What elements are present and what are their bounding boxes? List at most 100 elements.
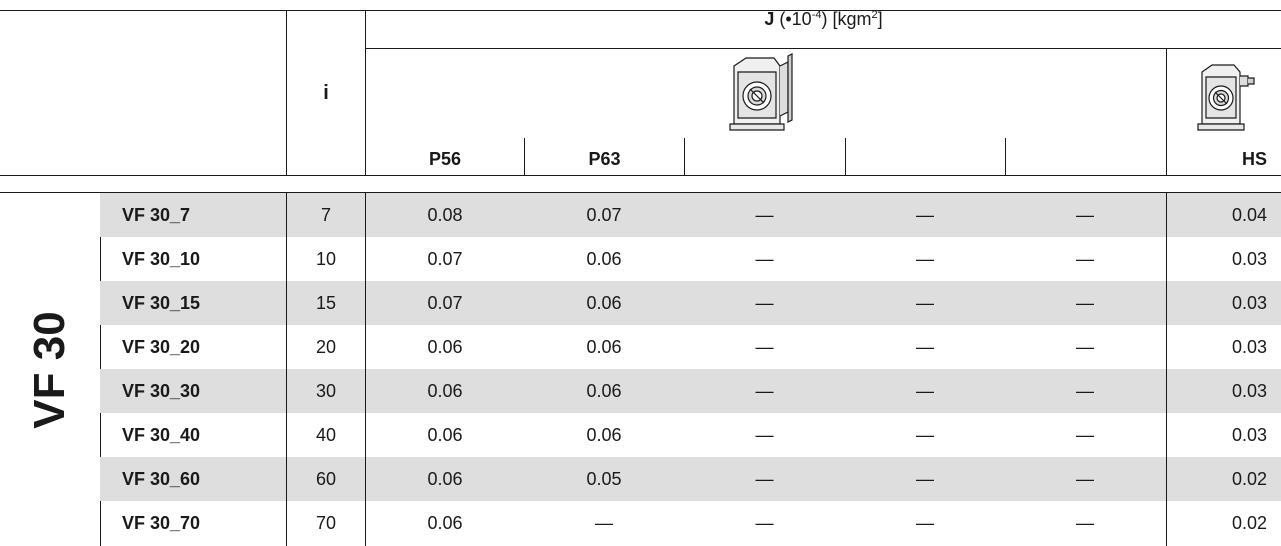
table-row: VF 30_40 40 0.06 0.06 — — — 0.03 (100, 413, 1281, 457)
body-divider-i-right (365, 193, 366, 546)
table-row: VF 30_15 15 0.07 0.06 — — — 0.03 (100, 281, 1281, 325)
model-cell: VF 30_40 (122, 425, 201, 445)
j-title-rule (366, 48, 1281, 49)
ratio-cell: 60 (315, 469, 337, 489)
p56-cell: 0.06 (427, 425, 463, 445)
model-cell: VF 30_30 (122, 381, 201, 401)
col-header-hs: HS (1241, 149, 1267, 169)
empty-col-2-cell: — (916, 381, 934, 401)
ratio-cell: 10 (315, 249, 337, 269)
p63-cell: 0.05 (586, 469, 622, 489)
p63-cell: 0.06 (586, 293, 622, 313)
j-exponent: -4 (811, 9, 822, 21)
header-divider-e2 (1005, 138, 1006, 176)
p56-cell: 0.06 (427, 513, 463, 533)
ratio-column-header: i (323, 82, 329, 104)
col-header-p56: P56 (428, 149, 462, 169)
group-label: VF 30 (0, 193, 100, 546)
header-top-rule (0, 10, 1281, 11)
body-top-rule (0, 192, 1281, 193)
empty-col-1-cell: — (755, 469, 774, 489)
p63-cell: 0.06 (586, 249, 622, 269)
empty-col-2-cell: — (916, 425, 934, 445)
table-row: VF 30_7 7 0.08 0.07 — — — 0.04 (100, 193, 1281, 237)
p63-cell: 0.06 (586, 337, 622, 357)
inertia-title: J (•10-4) [kgm2] (366, 9, 1281, 30)
empty-col-2-cell: — (916, 337, 934, 357)
empty-col-3-cell: — (1076, 337, 1094, 357)
header-divider-i-right (365, 10, 366, 176)
empty-col-3-cell: — (1076, 469, 1094, 489)
p63-cell: — (595, 513, 613, 533)
table-header: J (•10-4) [kgm2] i P56 P63 HS (0, 0, 1281, 176)
ratio-cell: 15 (315, 293, 337, 313)
empty-col-1-cell: — (755, 249, 774, 269)
ratio-cell: 40 (315, 425, 337, 445)
p56-cell: 0.06 (427, 337, 463, 357)
p63-cell: 0.07 (586, 205, 622, 225)
hs-cell: 0.03 (1231, 381, 1267, 401)
empty-col-2-cell: — (916, 513, 934, 533)
empty-col-1-cell: — (755, 337, 774, 357)
table-row: VF 30_30 30 0.06 0.06 — — — 0.03 (100, 369, 1281, 413)
model-cell: VF 30_10 (122, 249, 201, 269)
hs-cell: 0.02 (1231, 469, 1267, 489)
j-square: 2 (871, 9, 878, 21)
empty-col-3-cell: — (1076, 381, 1094, 401)
header-divider-p63 (684, 138, 685, 176)
body-divider-i-left (286, 193, 287, 546)
hs-cell: 0.03 (1231, 337, 1267, 357)
group-label-text: VF 30 (25, 310, 74, 429)
empty-col-3-cell: — (1076, 425, 1094, 445)
model-cell: VF 30_60 (122, 469, 201, 489)
j-unit-close: ] (877, 9, 883, 29)
table-row: VF 30_20 20 0.06 0.06 — — — 0.03 (100, 325, 1281, 369)
model-cell: VF 30_15 (122, 293, 201, 313)
header-bottom-rule (0, 175, 1281, 176)
empty-col-1-cell: — (755, 293, 774, 313)
ratio-cell: 30 (315, 381, 337, 401)
j-symbol: J (764, 9, 775, 29)
model-cell: VF 30_7 (122, 205, 191, 225)
p56-cell: 0.06 (427, 381, 463, 401)
empty-col-1-cell: — (755, 513, 774, 533)
empty-col-3-cell: — (1076, 249, 1094, 269)
empty-col-2-cell: — (916, 205, 934, 225)
table-row: VF 30_10 10 0.07 0.06 — — — 0.03 (100, 237, 1281, 281)
model-cell: VF 30_20 (122, 337, 201, 357)
j-unit-pre: (•10 (774, 9, 812, 29)
header-divider-i-left (286, 10, 287, 176)
p56-cell: 0.08 (427, 205, 463, 225)
col-header-p63: P63 (588, 149, 621, 169)
body-divider-hs (1166, 193, 1167, 546)
empty-col-1-cell: — (755, 205, 774, 225)
header-divider-hs (1166, 48, 1167, 176)
empty-col-2-cell: — (916, 293, 934, 313)
ratio-cell: 20 (315, 337, 337, 357)
p56-cell: 0.06 (427, 469, 463, 489)
hs-cell: 0.04 (1231, 205, 1267, 225)
hs-cell: 0.03 (1231, 425, 1267, 445)
empty-col-1-cell: — (755, 425, 774, 445)
model-cell: VF 30_70 (122, 513, 201, 533)
gearbox-hs-input-icon (1197, 64, 1255, 131)
empty-col-3-cell: — (1076, 513, 1094, 533)
header-divider-e1 (845, 138, 846, 176)
header-divider-p56 (524, 138, 525, 176)
empty-col-3-cell: — (1076, 205, 1094, 225)
p63-cell: 0.06 (586, 425, 622, 445)
empty-col-2-cell: — (916, 249, 934, 269)
table-row: VF 30_60 60 0.06 0.05 — — — 0.02 (100, 457, 1281, 501)
empty-col-3-cell: — (1076, 293, 1094, 313)
gearbox-motor-adapter-icon (729, 53, 793, 131)
hs-cell: 0.03 (1231, 293, 1267, 313)
ratio-cell: 70 (315, 513, 337, 533)
p63-cell: 0.06 (586, 381, 622, 401)
j-unit-post: ) [kgm (821, 9, 872, 29)
hs-cell: 0.02 (1231, 513, 1267, 533)
p56-cell: 0.07 (427, 293, 463, 313)
ratio-cell: 7 (320, 205, 331, 225)
hs-cell: 0.03 (1231, 249, 1267, 269)
empty-col-1-cell: — (755, 381, 774, 401)
table-row: VF 30_70 70 0.06 — — — — 0.02 (100, 501, 1281, 546)
